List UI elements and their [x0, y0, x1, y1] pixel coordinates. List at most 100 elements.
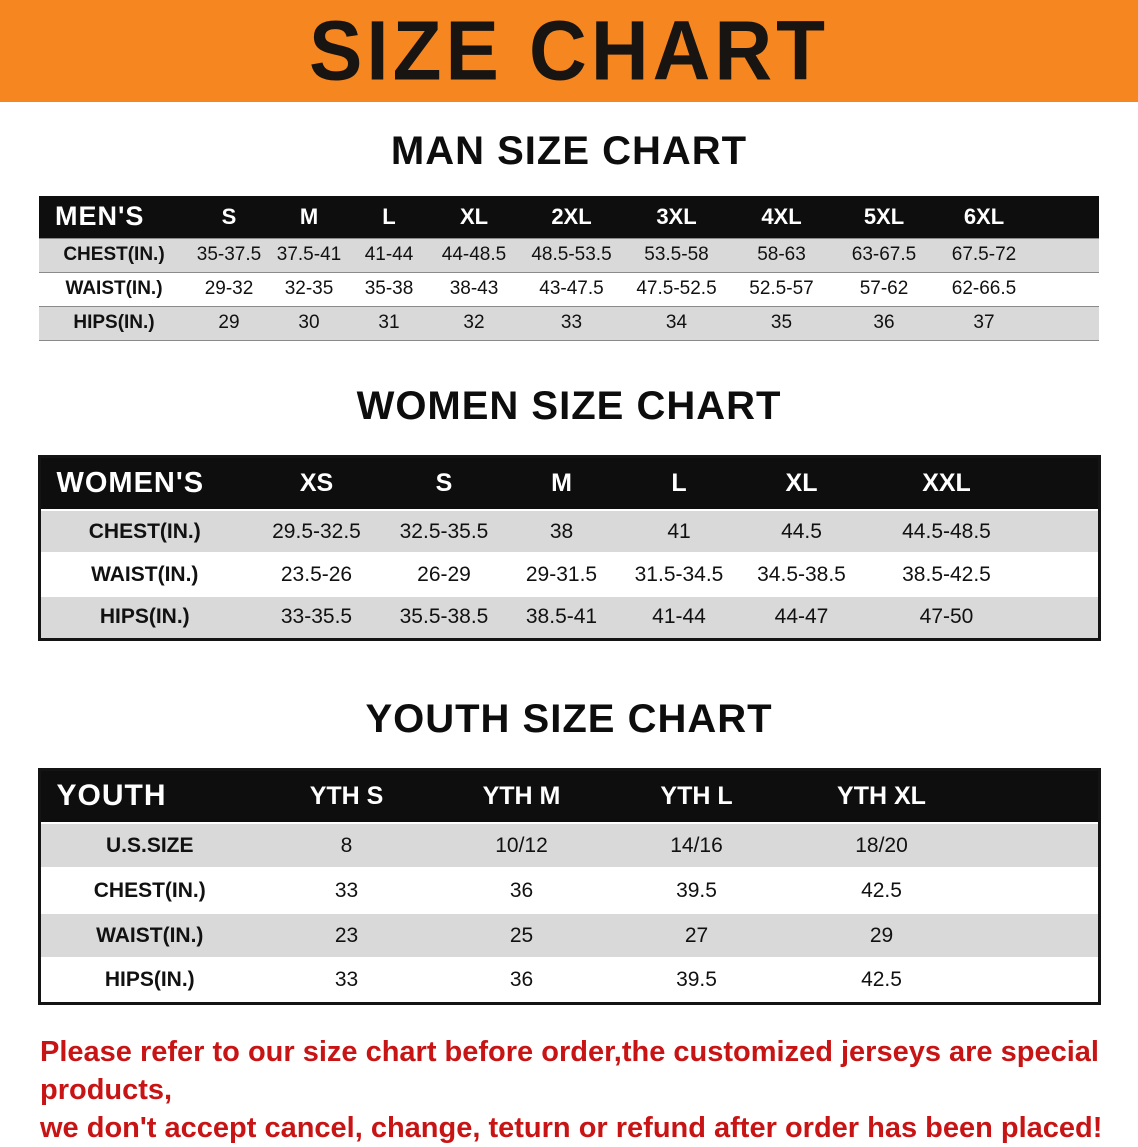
size-column-header: YTH L: [609, 769, 784, 823]
row-label: WAIST(IN.): [39, 553, 249, 596]
table-cell: 29-32: [189, 272, 269, 306]
table-cell: 44.5-48.5: [864, 510, 1029, 553]
men-header-row: MEN'S S M L XL 2XL 3XL 4XL 5XL 6XL: [39, 196, 1099, 238]
size-column-header: L: [619, 456, 739, 510]
size-column-header: M: [504, 456, 619, 510]
row-label: WAIST(IN.): [39, 913, 259, 958]
youth-table-label: YOUTH: [39, 769, 259, 823]
table-cell: 57-62: [834, 272, 934, 306]
row-label: U.S.SIZE: [39, 823, 259, 868]
women-header-row: WOMEN'S XS S M L XL XXL: [39, 456, 1099, 510]
table-cell: 34: [624, 306, 729, 340]
table-cell: 36: [434, 958, 609, 1003]
table-cell: 35.5-38.5: [384, 596, 504, 639]
spacer-cell: [1034, 196, 1099, 238]
table-cell: 38-43: [429, 272, 519, 306]
row-label: CHEST(IN.): [39, 238, 189, 272]
spacer-cell: [1029, 510, 1099, 553]
table-cell: 35-37.5: [189, 238, 269, 272]
row-label: CHEST(IN.): [39, 868, 259, 913]
table-cell: 31.5-34.5: [619, 553, 739, 596]
table-cell: 35: [729, 306, 834, 340]
table-cell: 58-63: [729, 238, 834, 272]
table-cell: 37: [934, 306, 1034, 340]
table-cell: 48.5-53.5: [519, 238, 624, 272]
table-row: HIPS(IN.) 29 30 31 32 33 34 35 36 37: [39, 306, 1099, 340]
table-row: HIPS(IN.) 33-35.5 35.5-38.5 38.5-41 41-4…: [39, 596, 1099, 639]
spacer-cell: [979, 913, 1099, 958]
table-cell: 53.5-58: [624, 238, 729, 272]
men-table-label: MEN'S: [39, 196, 189, 238]
size-column-header: XS: [249, 456, 384, 510]
row-label: HIPS(IN.): [39, 958, 259, 1003]
row-label: WAIST(IN.): [39, 272, 189, 306]
spacer-cell: [1034, 306, 1099, 340]
table-cell: 32: [429, 306, 519, 340]
youth-section: YOUTH SIZE CHART YOUTH YTH S YTH M YTH L…: [0, 696, 1138, 1005]
size-column-header: XXL: [864, 456, 1029, 510]
men-section: MAN SIZE CHART MEN'S S M L XL 2XL 3XL 4X…: [0, 128, 1138, 341]
table-cell: 67.5-72: [934, 238, 1034, 272]
spacer-cell: [1029, 456, 1099, 510]
spacer-cell: [979, 868, 1099, 913]
table-cell: 23.5-26: [249, 553, 384, 596]
table-row: HIPS(IN.) 33 36 39.5 42.5: [39, 958, 1099, 1003]
table-cell: 41-44: [619, 596, 739, 639]
table-cell: 32.5-35.5: [384, 510, 504, 553]
women-section: WOMEN SIZE CHART WOMEN'S XS S M L XL XXL: [0, 383, 1138, 641]
table-cell: 29-31.5: [504, 553, 619, 596]
men-section-heading: MAN SIZE CHART: [0, 128, 1138, 174]
table-cell: 36: [434, 868, 609, 913]
size-column-header: S: [384, 456, 504, 510]
table-cell: 47-50: [864, 596, 1029, 639]
table-cell: 29: [784, 913, 979, 958]
size-column-header: YTH M: [434, 769, 609, 823]
table-row: CHEST(IN.) 33 36 39.5 42.5: [39, 868, 1099, 913]
size-column-header: YTH S: [259, 769, 434, 823]
spacer-cell: [979, 769, 1099, 823]
table-cell: 42.5: [784, 958, 979, 1003]
table-cell: 33: [519, 306, 624, 340]
table-cell: 44-48.5: [429, 238, 519, 272]
table-cell: 33: [259, 958, 434, 1003]
spacer-cell: [1029, 553, 1099, 596]
women-section-heading: WOMEN SIZE CHART: [0, 383, 1138, 429]
table-cell: 44-47: [739, 596, 864, 639]
table-row: WAIST(IN.) 23.5-26 26-29 29-31.5 31.5-34…: [39, 553, 1099, 596]
table-row: WAIST(IN.) 23 25 27 29: [39, 913, 1099, 958]
table-cell: 25: [434, 913, 609, 958]
size-column-header: 4XL: [729, 196, 834, 238]
table-cell: 41: [619, 510, 739, 553]
table-cell: 39.5: [609, 868, 784, 913]
table-cell: 10/12: [434, 823, 609, 868]
table-cell: 26-29: [384, 553, 504, 596]
table-cell: 33: [259, 868, 434, 913]
table-cell: 39.5: [609, 958, 784, 1003]
table-cell: 33-35.5: [249, 596, 384, 639]
disclaimer-note: Please refer to our size chart before or…: [0, 1033, 1138, 1147]
table-cell: 47.5-52.5: [624, 272, 729, 306]
table-cell: 34.5-38.5: [739, 553, 864, 596]
table-cell: 41-44: [349, 238, 429, 272]
women-table-label: WOMEN'S: [39, 456, 249, 510]
row-label: HIPS(IN.): [39, 596, 249, 639]
row-label: CHEST(IN.): [39, 510, 249, 553]
size-column-header: 6XL: [934, 196, 1034, 238]
size-column-header: 3XL: [624, 196, 729, 238]
table-cell: 36: [834, 306, 934, 340]
size-column-header: 2XL: [519, 196, 624, 238]
men-size-table: MEN'S S M L XL 2XL 3XL 4XL 5XL 6XL CHEST…: [39, 196, 1099, 341]
table-cell: 38: [504, 510, 619, 553]
size-column-header: XL: [429, 196, 519, 238]
table-cell: 35-38: [349, 272, 429, 306]
table-row: WAIST(IN.) 29-32 32-35 35-38 38-43 43-47…: [39, 272, 1099, 306]
table-row: U.S.SIZE 8 10/12 14/16 18/20: [39, 823, 1099, 868]
size-column-header: YTH XL: [784, 769, 979, 823]
spacer-cell: [979, 958, 1099, 1003]
table-cell: 30: [269, 306, 349, 340]
size-column-header: S: [189, 196, 269, 238]
spacer-cell: [1034, 238, 1099, 272]
table-cell: 63-67.5: [834, 238, 934, 272]
spacer-cell: [979, 823, 1099, 868]
table-cell: 18/20: [784, 823, 979, 868]
